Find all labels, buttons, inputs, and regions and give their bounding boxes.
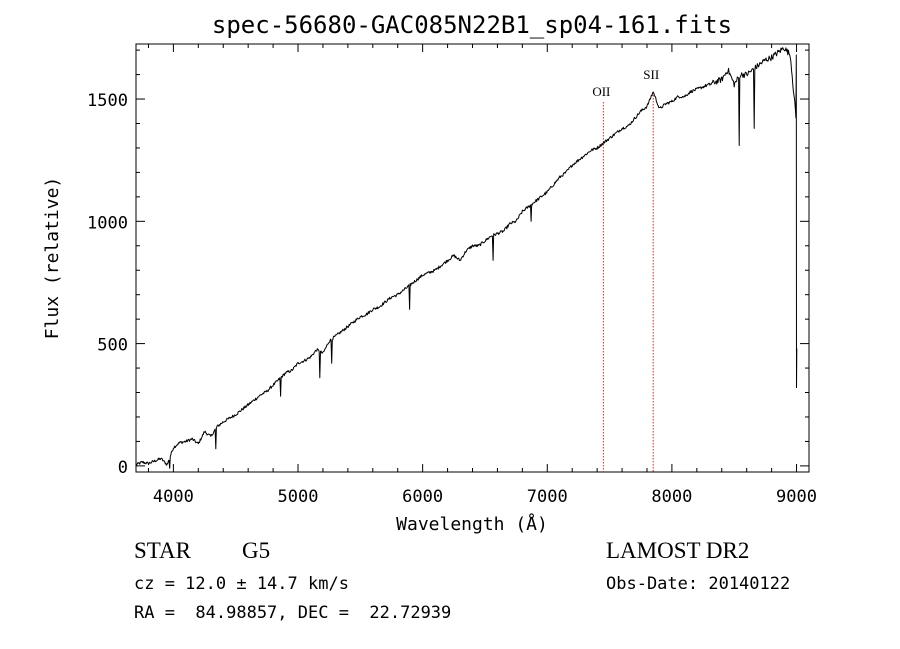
redshift-velocity: cz = 12.0 ± 14.7 km/s [134,574,349,594]
observation-date: Obs-Date: 20140122 [606,574,791,594]
chart-title: spec-56680-GAC085N22B1_sp04-161.fits [212,11,732,39]
x-tick-label: 7000 [527,487,568,507]
y-axis-label: Flux (relative) [42,177,63,340]
y-tick-label: 500 [97,336,128,356]
x-tick-label: 8000 [651,487,692,507]
object-subclass: G5 [242,538,271,563]
y-tick-label: 1500 [87,91,128,111]
survey-name: LAMOST DR2 [606,538,750,563]
y-tick-label: 1000 [87,213,128,233]
emission-line-label: SII [643,67,659,82]
emission-line-label: OII [592,84,610,99]
y-axis: 0 500 1000 1500 [87,49,809,478]
x-tick-label: 5000 [278,487,319,507]
x-axis: 4000 5000 6000 7000 8000 9000 [147,44,817,507]
sky-coordinates: RA = 84.98857, DEC = 22.72939 [134,603,452,623]
x-tick-label: 6000 [402,487,443,507]
x-tick-label: 4000 [153,487,194,507]
object-class: STAR [134,538,191,563]
emission-line-markers: OII SII [592,67,659,472]
plot-frame [135,43,810,473]
x-axis-label: Wavelength (Å) [396,513,548,535]
y-tick-label: 0 [118,458,128,478]
x-tick-label: 9000 [776,487,817,507]
spectrum-line [135,47,798,469]
